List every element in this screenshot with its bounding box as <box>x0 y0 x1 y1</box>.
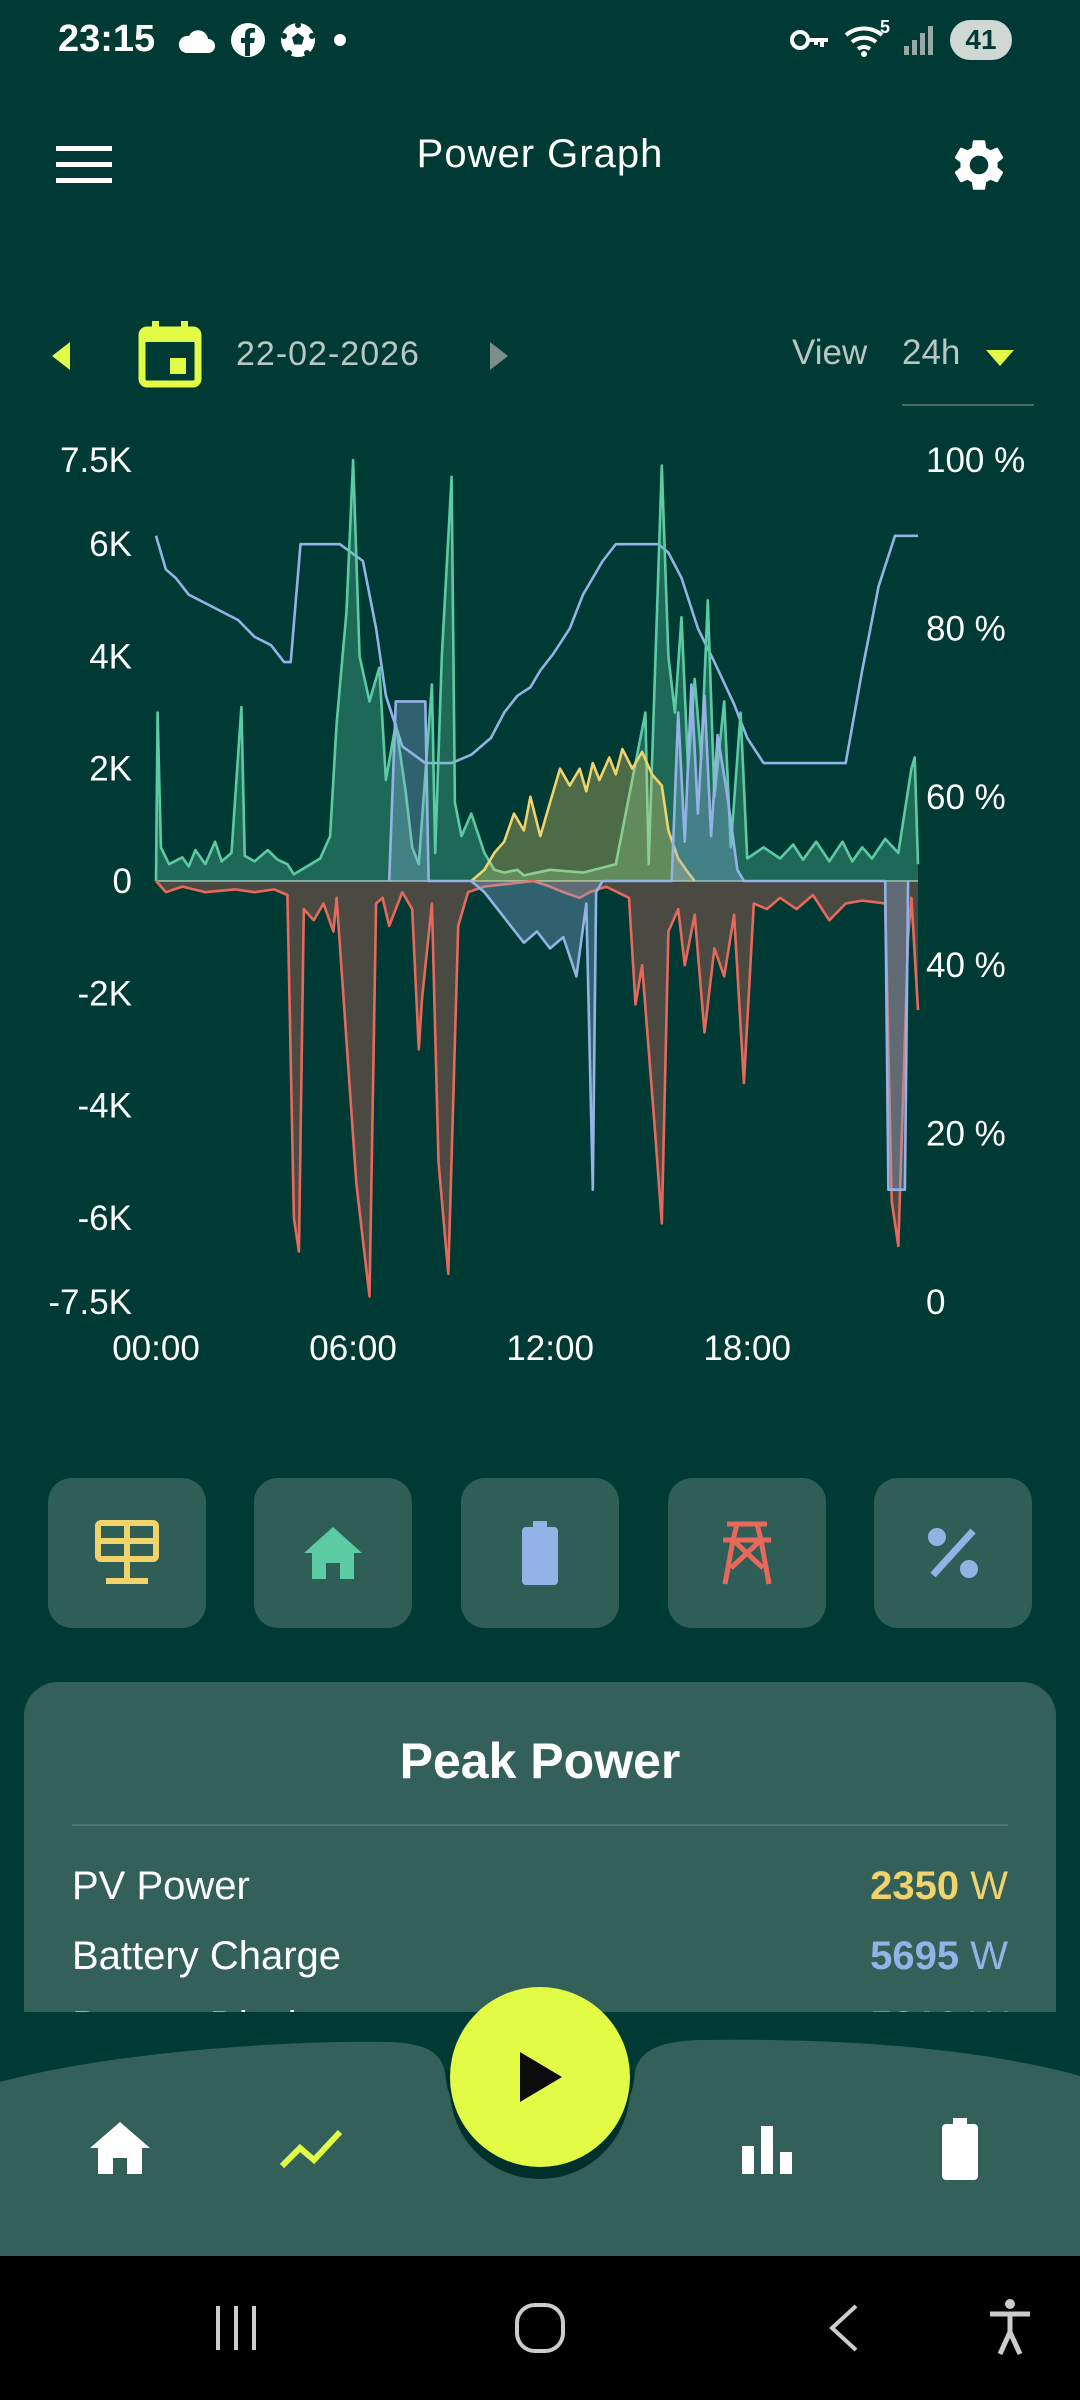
solar-panel-icon <box>95 1520 159 1584</box>
battery-icon <box>522 1521 558 1585</box>
nav-stats-button[interactable] <box>740 2122 794 2179</box>
menu-icon[interactable] <box>56 144 112 184</box>
y-left-tick: 0 <box>113 862 132 901</box>
next-day-icon[interactable] <box>488 340 510 372</box>
dot-icon <box>334 34 346 46</box>
peak-value: 5695 W <box>870 1933 1008 1978</box>
view-underline <box>902 404 1034 406</box>
filter-percent-button[interactable] <box>874 1478 1032 1628</box>
series-line-3 <box>155 879 920 1298</box>
home-circle-icon[interactable] <box>514 2302 566 2354</box>
filter-pv-button[interactable] <box>48 1478 206 1628</box>
gear-icon[interactable] <box>948 134 1010 196</box>
y-left-tick: -4K <box>78 1087 132 1126</box>
y-left-tick: 4K <box>89 637 132 676</box>
y-right-tick: 0 <box>926 1283 945 1322</box>
status-time: 23:15 <box>58 18 156 60</box>
divider <box>72 1824 1008 1826</box>
filter-grid-button[interactable] <box>668 1478 826 1628</box>
page-title: Power Graph <box>416 132 664 176</box>
y-right-tick: 100 % <box>926 441 1025 480</box>
home-icon <box>304 1527 362 1579</box>
key-icon <box>790 30 828 50</box>
peak-row-pv: PV Power 2350 W <box>72 1856 1008 1916</box>
nav-graph-button[interactable] <box>279 2126 344 2175</box>
peak-label: Battery Discharge <box>72 2004 390 2013</box>
x-tick: 18:00 <box>703 1329 791 1368</box>
recents-icon[interactable] <box>212 2304 262 2352</box>
chevron-down-icon[interactable] <box>984 348 1016 368</box>
y-right-tick: 40 % <box>926 946 1006 985</box>
trend-icon <box>279 2129 343 2169</box>
calendar-icon[interactable] <box>138 320 202 388</box>
peak-label: PV Power <box>72 1863 250 1908</box>
wifi-icon <box>844 26 884 57</box>
peak-row-battery-discharge: Battery Discharge 5810 W <box>72 1996 1008 2013</box>
view-label: View <box>792 333 868 372</box>
wifi-badge: 5 <box>879 17 890 37</box>
battery-level: 41 <box>950 20 1012 60</box>
status-right-icons: 5 41 <box>790 17 1012 62</box>
date-text[interactable]: 22-02-2026 <box>236 335 420 373</box>
power-chart[interactable]: 7.5K 6K 4K 2K 0 -2K -4K -6K -7.5K 100 % 80 % 60 % 40… <box>0 430 1080 1380</box>
filter-home-button[interactable] <box>254 1478 412 1628</box>
facebook-icon <box>231 23 265 57</box>
percent-icon <box>928 1528 978 1578</box>
prev-day-icon[interactable] <box>50 340 72 372</box>
y-left-tick: 6K <box>89 525 132 564</box>
back-icon[interactable] <box>826 2302 860 2354</box>
series-line-0 <box>154 534 918 765</box>
y-right-tick: 80 % <box>926 609 1006 648</box>
series-line-4 <box>387 683 910 1191</box>
peak-power-card[interactable]: Peak Power PV Power 2350 W Battery Charg… <box>24 1682 1056 2012</box>
peak-label: Battery Charge <box>72 1933 342 1978</box>
peak-row-battery-charge: Battery Charge 5695 W <box>72 1926 1008 1986</box>
x-tick: 06:00 <box>309 1329 397 1368</box>
play-button[interactable] <box>450 1987 630 2167</box>
home-icon <box>90 2122 150 2174</box>
bar-chart-icon <box>742 2126 792 2174</box>
battery-icon <box>942 2118 978 2180</box>
power-tower-icon <box>722 1521 772 1585</box>
nav-battery-button[interactable] <box>940 2116 980 2187</box>
signal-icon <box>904 26 933 55</box>
y-left-tick: -2K <box>78 974 132 1013</box>
peak-title: Peak Power <box>399 1733 681 1789</box>
system-nav-bar <box>0 2256 1080 2400</box>
y-left-tick: -7.5K <box>48 1283 132 1322</box>
x-tick: 12:00 <box>506 1329 594 1368</box>
series-area-2 <box>471 749 695 881</box>
accessibility-icon[interactable] <box>988 2298 1032 2356</box>
peak-value: 2350 W <box>870 1863 1008 1908</box>
y-left-tick: -6K <box>78 1199 132 1238</box>
series-line-2 <box>470 747 696 882</box>
x-tick: 00:00 <box>112 1329 200 1368</box>
y-right-tick: 60 % <box>926 778 1006 817</box>
wifi-status: 5 <box>844 17 890 57</box>
y-right-tick: 20 % <box>926 1115 1006 1154</box>
play-icon <box>520 2052 562 2102</box>
status-left-icons <box>176 18 350 62</box>
y-left-tick: 2K <box>89 750 132 789</box>
y-left-tick: 7.5K <box>60 441 132 480</box>
cloud-icon <box>178 30 215 53</box>
soccer-ball-icon <box>281 22 315 57</box>
series-area-3 <box>156 881 918 1297</box>
view-dropdown[interactable]: 24h <box>902 333 961 372</box>
filter-battery-button[interactable] <box>461 1478 619 1628</box>
peak-value: 5810 W <box>870 2004 1008 2013</box>
nav-home-button[interactable] <box>88 2120 152 2181</box>
series-line-1 <box>154 458 920 882</box>
